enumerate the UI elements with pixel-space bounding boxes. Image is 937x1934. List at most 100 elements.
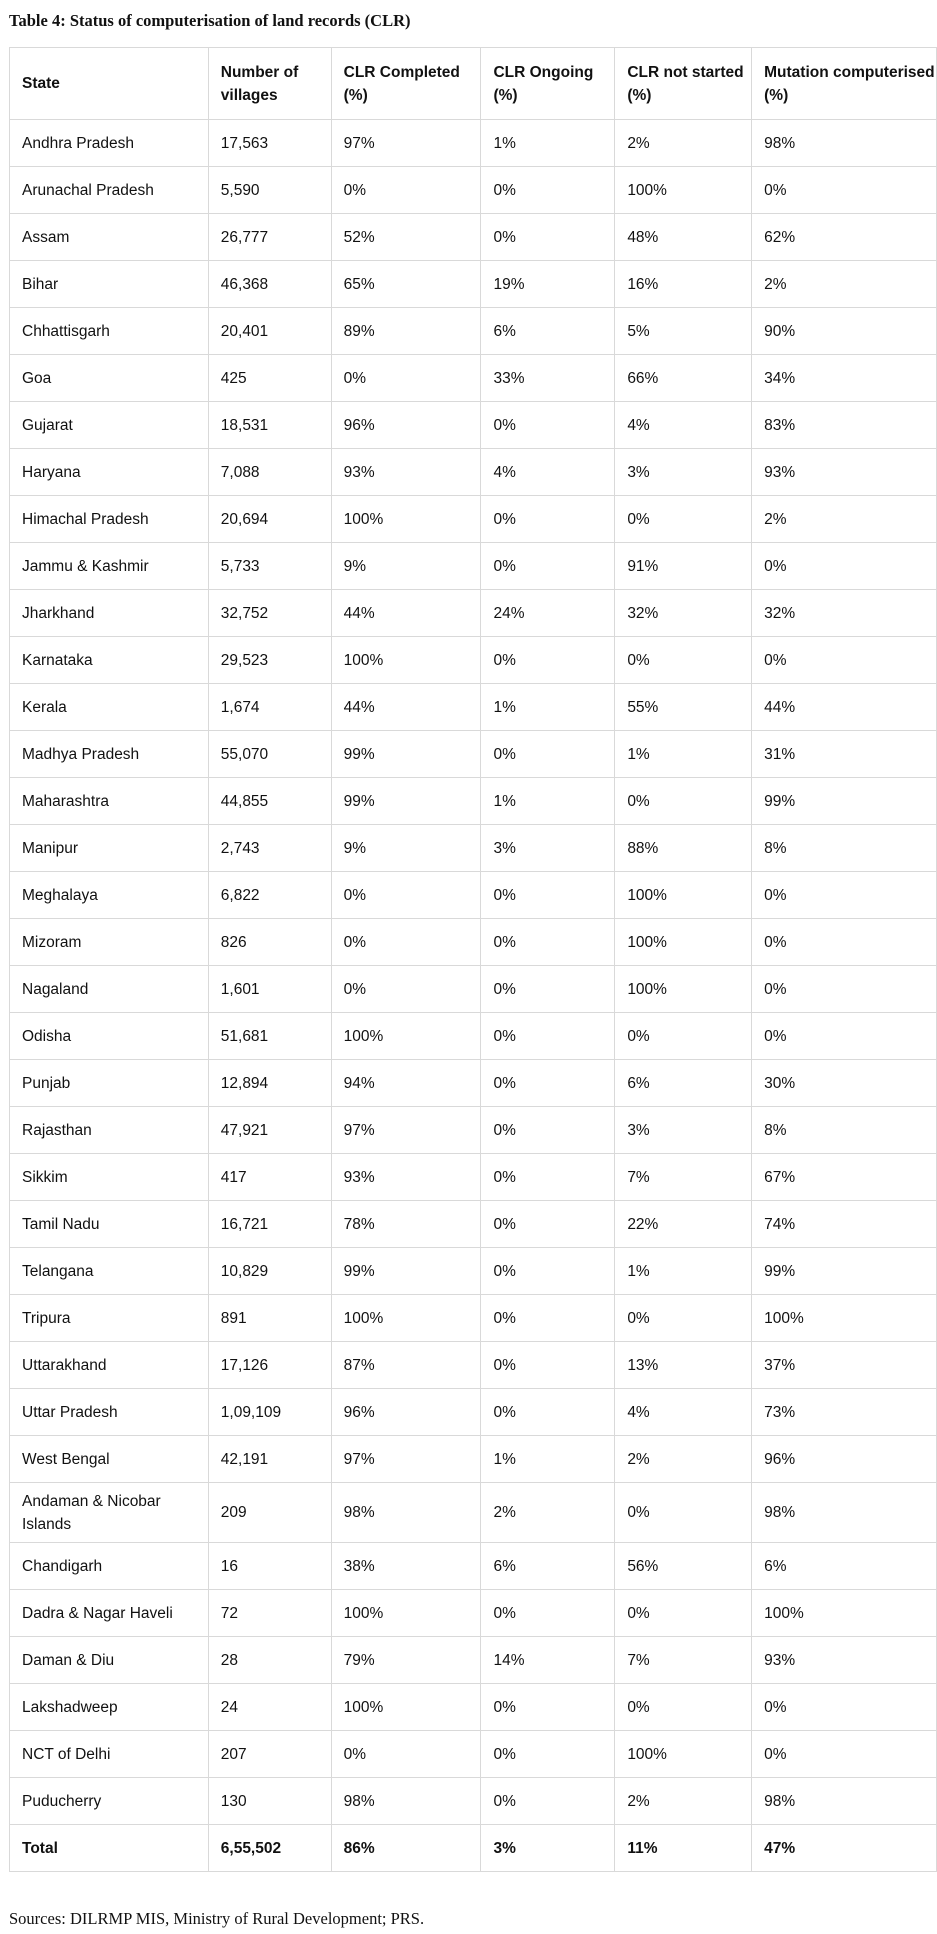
clr-not-started-cell: 88%: [614, 824, 753, 872]
clr-not-started-cell: 1%: [614, 730, 753, 778]
villages-cell: 17,563: [207, 119, 332, 167]
villages-cell: 12,894: [207, 1059, 332, 1107]
state-cell: Jammu & Kashmir: [9, 542, 209, 590]
clr-ongoing-cell: 0%: [480, 965, 616, 1013]
clr-ongoing-cell: 0%: [480, 1247, 616, 1295]
clr-ongoing-cell: 0%: [480, 1200, 616, 1248]
mutation-computerised-cell: 0%: [751, 965, 937, 1013]
clr-not-started-cell: 0%: [614, 495, 753, 543]
villages-cell: 130: [207, 1777, 332, 1825]
mutation-computerised-cell: 62%: [751, 213, 937, 261]
table-row: Rajasthan 47,921 97% 0% 3% 8%: [9, 1106, 937, 1154]
table-row: Chhattisgarh 20,401 89% 6% 5% 90%: [9, 307, 937, 355]
clr-ongoing-cell: 0%: [480, 495, 616, 543]
table-row: Telangana 10,829 99% 0% 1% 99%: [9, 1247, 937, 1295]
clr-ongoing-cell: 0%: [480, 871, 616, 919]
villages-cell: 7,088: [207, 448, 332, 496]
total-villages: 6,55,502: [207, 1824, 332, 1872]
table-row: Nagaland 1,601 0% 0% 100% 0%: [9, 965, 937, 1013]
clr-completed-cell: 65%: [330, 260, 482, 308]
villages-cell: 417: [207, 1153, 332, 1201]
clr-not-started-cell: 91%: [614, 542, 753, 590]
table-row: Jharkhand 32,752 44% 24% 32% 32%: [9, 589, 937, 637]
villages-cell: 24: [207, 1683, 332, 1731]
clr-completed-cell: 99%: [330, 730, 482, 778]
mutation-computerised-cell: 0%: [751, 636, 937, 684]
villages-cell: 26,777: [207, 213, 332, 261]
clr-completed-cell: 93%: [330, 1153, 482, 1201]
clr-ongoing-cell: 0%: [480, 401, 616, 449]
state-cell: Madhya Pradesh: [9, 730, 209, 778]
state-cell: Meghalaya: [9, 871, 209, 919]
clr-not-started-cell: 66%: [614, 354, 753, 402]
clr-ongoing-cell: 1%: [480, 777, 616, 825]
villages-cell: 10,829: [207, 1247, 332, 1295]
state-cell: West Bengal: [9, 1435, 209, 1483]
table-row: West Bengal 42,191 97% 1% 2% 96%: [9, 1435, 937, 1483]
clr-ongoing-cell: 0%: [480, 730, 616, 778]
mutation-computerised-cell: 73%: [751, 1388, 937, 1436]
state-cell: Chhattisgarh: [9, 307, 209, 355]
clr-ongoing-cell: 33%: [480, 354, 616, 402]
table-row: Punjab 12,894 94% 0% 6% 30%: [9, 1059, 937, 1107]
clr-not-started-cell: 7%: [614, 1636, 753, 1684]
state-cell: Puducherry: [9, 1777, 209, 1825]
state-cell: Odisha: [9, 1012, 209, 1060]
mutation-computerised-cell: 37%: [751, 1341, 937, 1389]
clr-ongoing-cell: 0%: [480, 1059, 616, 1107]
sources-note: Sources: DILRMP MIS, Ministry of Rural D…: [9, 1909, 425, 1928]
clr-not-started-cell: 5%: [614, 307, 753, 355]
clr-ongoing-cell: 0%: [480, 213, 616, 261]
state-cell: Bihar: [9, 260, 209, 308]
villages-cell: 72: [207, 1589, 332, 1637]
clr-not-started-cell: 100%: [614, 918, 753, 966]
state-cell: Assam: [9, 213, 209, 261]
clr-not-started-cell: 100%: [614, 166, 753, 214]
villages-cell: 20,401: [207, 307, 332, 355]
clr-ongoing-cell: 19%: [480, 260, 616, 308]
mutation-computerised-cell: 0%: [751, 1683, 937, 1731]
clr-not-started-cell: 7%: [614, 1153, 753, 1201]
clr-completed-cell: 0%: [330, 354, 482, 402]
clr-ongoing-cell: 14%: [480, 1636, 616, 1684]
mutation-computerised-cell: 34%: [751, 354, 937, 402]
state-cell: Mizoram: [9, 918, 209, 966]
villages-cell: 5,590: [207, 166, 332, 214]
mutation-computerised-cell: 32%: [751, 589, 937, 637]
total-row: Total 6,55,502 86% 3% 11% 47%: [9, 1824, 937, 1872]
clr-ongoing-cell: 2%: [480, 1482, 616, 1543]
clr-ongoing-cell: 1%: [480, 119, 616, 167]
table-row: Dadra & Nagar Haveli 72 100% 0% 0% 100%: [9, 1589, 937, 1637]
villages-cell: 51,681: [207, 1012, 332, 1060]
state-cell: Andhra Pradesh: [9, 119, 209, 167]
table-row: Himachal Pradesh 20,694 100% 0% 0% 2%: [9, 495, 937, 543]
villages-cell: 32,752: [207, 589, 332, 637]
state-cell: Karnataka: [9, 636, 209, 684]
header-clr-not-started: CLR not started (%): [614, 47, 753, 120]
total-clr-completed: 86%: [330, 1824, 482, 1872]
villages-cell: 425: [207, 354, 332, 402]
clr-ongoing-cell: 0%: [480, 1388, 616, 1436]
clr-ongoing-cell: 0%: [480, 1683, 616, 1731]
total-mutation-computerised: 47%: [751, 1824, 937, 1872]
clr-completed-cell: 93%: [330, 448, 482, 496]
clr-completed-cell: 0%: [330, 166, 482, 214]
mutation-computerised-cell: 0%: [751, 542, 937, 590]
clr-completed-cell: 87%: [330, 1341, 482, 1389]
clr-not-started-cell: 0%: [614, 777, 753, 825]
clr-completed-cell: 97%: [330, 119, 482, 167]
state-cell: Maharashtra: [9, 777, 209, 825]
mutation-computerised-cell: 2%: [751, 260, 937, 308]
table-header-row: State Number of villages CLR Completed (…: [9, 47, 937, 120]
clr-not-started-cell: 16%: [614, 260, 753, 308]
clr-completed-cell: 44%: [330, 683, 482, 731]
mutation-computerised-cell: 99%: [751, 777, 937, 825]
clr-ongoing-cell: 0%: [480, 1012, 616, 1060]
mutation-computerised-cell: 99%: [751, 1247, 937, 1295]
clr-ongoing-cell: 1%: [480, 683, 616, 731]
clr-completed-cell: 96%: [330, 401, 482, 449]
clr-completed-cell: 99%: [330, 1247, 482, 1295]
villages-cell: 18,531: [207, 401, 332, 449]
clr-completed-cell: 0%: [330, 918, 482, 966]
table-body: Andhra Pradesh 17,563 97% 1% 2% 98% Arunachal …: [9, 119, 937, 1825]
